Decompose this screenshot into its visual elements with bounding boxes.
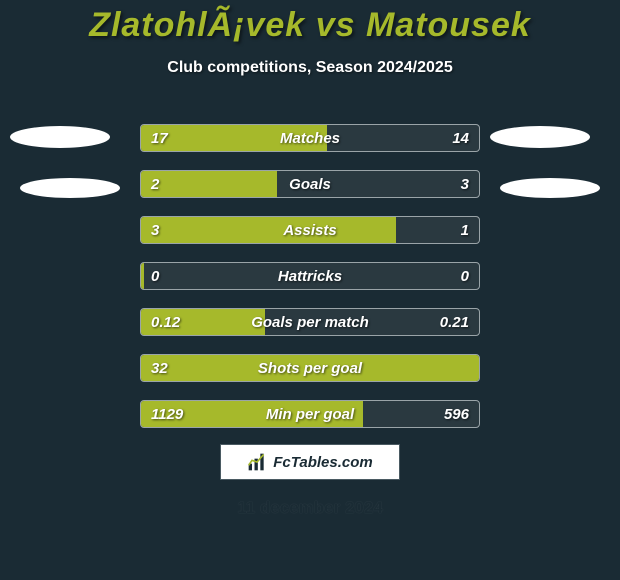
decorative-ellipse — [490, 126, 590, 148]
stat-row: 0.12Goals per match0.21 — [140, 308, 480, 336]
fctables-text: FcTables.com — [273, 454, 372, 471]
chart-icon — [247, 452, 267, 472]
stat-value-right: 3 — [461, 171, 469, 198]
stat-row: 17Matches14 — [140, 124, 480, 152]
decorative-ellipse — [10, 126, 110, 148]
player2-name: Matousek — [366, 6, 531, 44]
stat-label: Goals — [141, 171, 479, 198]
stat-row: 3Assists1 — [140, 216, 480, 244]
fctables-badge[interactable]: FcTables.com — [220, 444, 400, 480]
stat-value-right: 14 — [452, 125, 469, 152]
stat-label: Min per goal — [141, 401, 479, 428]
stat-value-right: 596 — [444, 401, 469, 428]
stat-label: Matches — [141, 125, 479, 152]
stat-label: Assists — [141, 217, 479, 244]
stat-row: 0Hattricks0 — [140, 262, 480, 290]
vs-text: vs — [316, 6, 356, 44]
decorative-ellipse — [500, 178, 600, 198]
stats-container: 17Matches142Goals33Assists10Hattricks00.… — [140, 124, 480, 446]
stat-row: 2Goals3 — [140, 170, 480, 198]
stat-row: 1129Min per goal596 — [140, 400, 480, 428]
stat-label: Goals per match — [141, 309, 479, 336]
stat-row: 32Shots per goal — [140, 354, 480, 382]
page-title: ZlatohlÃ¡vek vs Matousek — [0, 0, 620, 45]
stat-label: Hattricks — [141, 263, 479, 290]
player1-name: ZlatohlÃ¡vek — [89, 6, 305, 44]
stat-label: Shots per goal — [141, 355, 479, 382]
stat-value-right: 0.21 — [440, 309, 469, 336]
stat-value-right: 0 — [461, 263, 469, 290]
decorative-ellipse — [20, 178, 120, 198]
subtitle: Club competitions, Season 2024/2025 — [0, 59, 620, 77]
stat-value-right: 1 — [461, 217, 469, 244]
date-text: 11 december 2024 — [0, 498, 620, 518]
